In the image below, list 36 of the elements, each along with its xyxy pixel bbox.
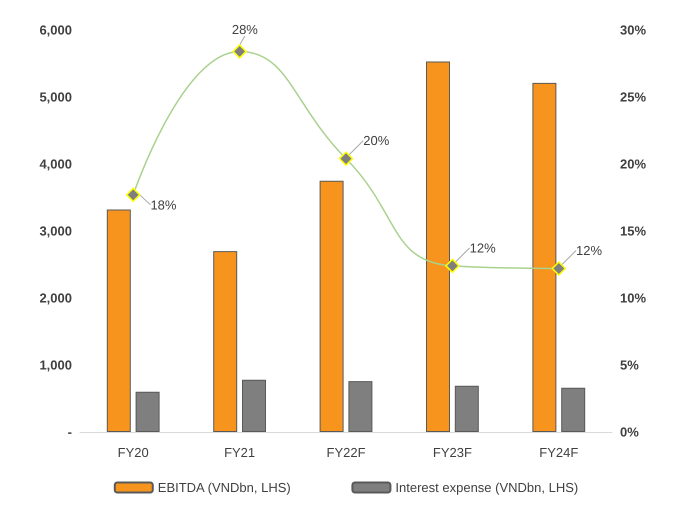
data-label: 12% (576, 243, 603, 258)
bar (106, 210, 131, 432)
legend-label: EBITDA (VNDbn, LHS) (158, 480, 291, 495)
bar (532, 82, 556, 432)
y-tick-label: 4,000 (39, 156, 72, 172)
bar (242, 380, 266, 432)
x-tick-label: FY20 (118, 445, 149, 460)
y-tick-label: 3,000 (39, 224, 72, 238)
y2-tick-label: 30% (620, 22, 646, 38)
bar (348, 381, 372, 432)
y-tick-label: 1,000 (39, 358, 72, 372)
bar (454, 386, 479, 432)
x-tick-label: FY23F (432, 445, 472, 460)
bar (426, 61, 450, 432)
legend-label: Interest expense (VNDbn, LHS) (395, 480, 578, 495)
bar (561, 388, 586, 432)
data-label: 28% (232, 22, 258, 37)
y-tick-label: 6,000 (39, 22, 72, 38)
x-tick-label: FY21 (224, 445, 256, 460)
y2-tick-label: 20% (620, 156, 646, 172)
data-label: 20% (363, 133, 390, 148)
y2-tick-label: 0% (620, 424, 640, 440)
data-label: 18% (150, 197, 177, 212)
bar (213, 251, 238, 432)
x-tick-label: FY24F (539, 445, 578, 460)
y2-tick-label: 15% (620, 224, 646, 238)
x-tick-label: FY22F (326, 445, 366, 460)
y-tick-label: 2,000 (39, 290, 72, 306)
bar (320, 180, 344, 432)
y-tick-label: - (68, 424, 72, 440)
data-label: 12% (470, 240, 496, 256)
bar (136, 392, 160, 432)
y2-tick-label: 5% (620, 358, 640, 372)
y2-tick-label: 10% (620, 290, 646, 306)
y-tick-label: 5,000 (39, 90, 72, 104)
y2-tick-label: 25% (620, 90, 646, 104)
